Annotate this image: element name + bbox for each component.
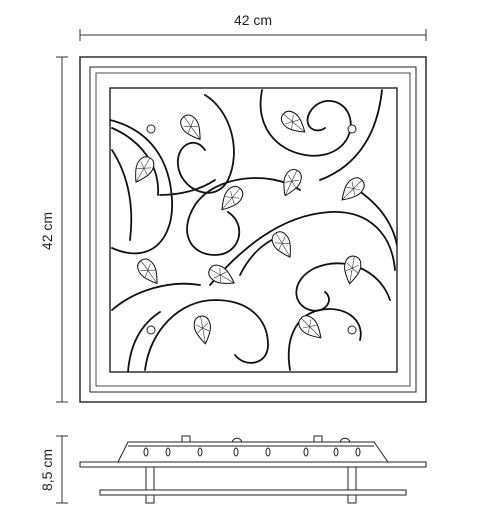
bulb-socket: [265, 447, 271, 457]
bulb-socket: [165, 447, 171, 457]
spacer-cap-left: [145, 494, 155, 504]
width-label: 42 cm: [234, 12, 272, 28]
canopy-body: [117, 441, 389, 463]
crystal: [341, 177, 365, 201]
depth-label: 8,5 cm: [39, 449, 55, 491]
crystal: [208, 264, 235, 284]
crystal: [180, 114, 201, 141]
spacer-left: [145, 466, 155, 491]
decor-panel-frame: [109, 87, 398, 373]
bulb-sockets: [143, 447, 361, 457]
crystal: [280, 110, 306, 133]
height-dimension: 42 cm: [39, 56, 68, 403]
spacer-cap-right: [347, 494, 357, 504]
mounting-screws: [146, 124, 357, 335]
crystal: [283, 169, 302, 197]
lamp-side-view: [79, 435, 427, 504]
screw-top-left: [146, 124, 156, 134]
bulb-socket: [143, 447, 149, 457]
screw-bottom-right: [347, 325, 357, 335]
canopy-knob-right: [313, 435, 323, 443]
screw-top-right: [347, 124, 357, 134]
canopy-knob-left: [181, 435, 191, 443]
crystal: [271, 231, 291, 258]
inner-border-frame: [95, 72, 411, 387]
outer-glass-frame: [79, 56, 427, 403]
crystals: [135, 110, 365, 345]
bulb-socket: [233, 447, 239, 457]
width-dimension: 42 cm: [79, 12, 427, 41]
height-label: 42 cm: [39, 212, 55, 250]
crystal: [193, 315, 211, 345]
crystal: [221, 185, 244, 211]
depth-dimension: 8,5 cm: [39, 435, 68, 504]
canopy-bump: [339, 437, 351, 443]
front-glass-plate: [79, 461, 427, 468]
bulb-socket: [303, 447, 309, 457]
bulb-socket: [197, 447, 203, 457]
crystal: [135, 156, 155, 183]
crystal: [344, 255, 362, 285]
bulb-socket: [333, 447, 339, 457]
swirl-pattern: [110, 89, 397, 372]
canopy-bump: [231, 437, 243, 443]
bulb-socket: [355, 447, 361, 457]
crystal: [298, 315, 322, 339]
screw-bottom-left: [146, 325, 156, 335]
crystal: [137, 258, 158, 285]
back-glass-plate: [99, 489, 407, 496]
lamp-front-view: [79, 56, 427, 403]
spacer-right: [347, 466, 357, 491]
middle-frame: [89, 66, 417, 393]
